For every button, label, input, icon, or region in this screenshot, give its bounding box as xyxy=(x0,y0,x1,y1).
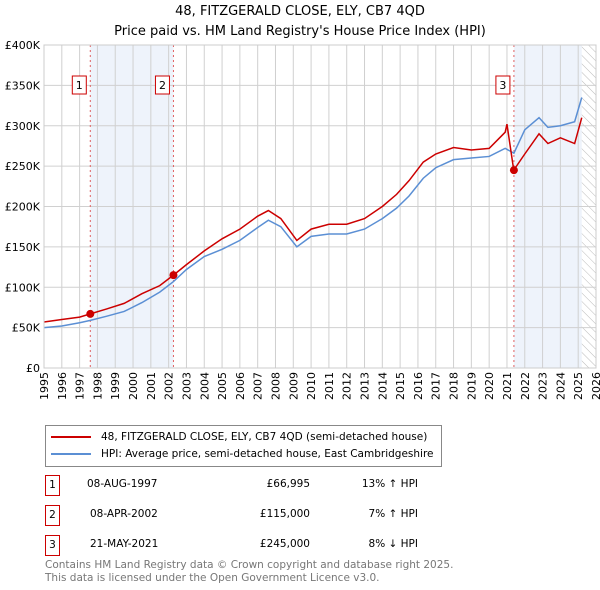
y-tick-label: £50K xyxy=(12,322,41,335)
x-tick-label: 2002 xyxy=(163,372,176,400)
sale-marker-label: 3 xyxy=(499,79,506,92)
x-tick-label: 2008 xyxy=(269,372,282,400)
x-tick-label: 1995 xyxy=(38,372,51,400)
y-tick-label: £200K xyxy=(5,201,41,214)
legend-label-property: 48, FITZGERALD CLOSE, ELY, CB7 4QD (semi… xyxy=(101,431,428,443)
sale-price: £115,000 xyxy=(259,508,310,520)
sale-row: 1 08-AUG-1997 £66,995 13% ↑ HPI xyxy=(45,475,418,496)
x-tick-label: 2020 xyxy=(483,372,496,400)
x-tick-label: 2005 xyxy=(216,372,229,400)
x-tick-label: 2010 xyxy=(305,372,318,400)
sale-date: 08-APR-2002 xyxy=(90,508,158,520)
x-tick-label: 2022 xyxy=(519,372,532,400)
sale-price: £245,000 xyxy=(259,538,310,550)
chart-subtitle: Price paid vs. HM Land Registry's House … xyxy=(114,24,486,39)
sale-hpi-diff: 8% ↓ HPI xyxy=(368,538,418,550)
x-tick-label: 2013 xyxy=(359,372,372,400)
x-tick-label: 2011 xyxy=(323,372,336,400)
sale-marker-badge: 1 xyxy=(45,475,60,496)
x-tick-label: 2003 xyxy=(180,372,193,400)
y-tick-label: £250K xyxy=(5,160,41,173)
x-tick-label: 2014 xyxy=(376,372,389,400)
x-tick-label: 2016 xyxy=(412,372,425,400)
x-tick-label: 1997 xyxy=(74,372,87,400)
sale-date: 08-AUG-1997 xyxy=(87,478,158,490)
plot-border xyxy=(43,44,597,369)
price-chart: 1995 1996 1997 1998 1999 2000 2001 2002 2003 2004… xyxy=(5,39,600,400)
sale-marker-box xyxy=(71,75,87,95)
sale-point xyxy=(169,271,178,280)
sale-marker-badge: 2 xyxy=(45,505,60,526)
sale-marker-label: 1 xyxy=(76,79,83,92)
y-tick-label: £350K xyxy=(5,79,41,92)
x-tick-label: 2023 xyxy=(537,372,550,400)
x-tick-label: 2026 xyxy=(590,372,600,400)
series-line xyxy=(43,117,583,323)
sale-marker-box xyxy=(154,75,170,95)
sale-marker-box xyxy=(495,75,511,95)
sale-row: 3 21-MAY-2021 £245,000 8% ↓ HPI xyxy=(45,535,418,556)
x-tick-label: 2015 xyxy=(394,372,407,400)
x-tick-label: 2004 xyxy=(198,372,211,400)
x-tick-label: 2012 xyxy=(341,372,354,400)
y-tick-label: £0 xyxy=(26,362,40,375)
legend-swatch-property xyxy=(51,436,91,438)
chart-title: 48, FITZGERALD CLOSE, ELY, CB7 4QD xyxy=(175,4,425,19)
sale-hpi-diff: 13% ↑ HPI xyxy=(361,478,418,490)
x-tick-label: 2021 xyxy=(501,372,514,400)
series-line xyxy=(43,97,583,329)
sale-marker-badge: 3 xyxy=(45,535,60,556)
sale-point xyxy=(86,309,95,318)
sale-price: £66,995 xyxy=(266,478,310,490)
x-tick-label: 2018 xyxy=(448,372,461,400)
footer-licence: This data is licensed under the Open Gov… xyxy=(45,572,380,584)
sale-date: 21-MAY-2021 xyxy=(90,538,159,550)
footer-copyright: Contains HM Land Registry data © Crown c… xyxy=(45,559,454,571)
sale-row: 2 08-APR-2002 £115,000 7% ↑ HPI xyxy=(45,505,418,526)
x-tick-label: 1996 xyxy=(56,372,69,400)
sale-marker-label: 2 xyxy=(159,79,166,92)
x-tick-label: 2024 xyxy=(554,372,567,400)
x-tick-label: 2006 xyxy=(234,372,247,400)
y-tick-label: £400K xyxy=(5,39,41,52)
x-tick-label: 1998 xyxy=(91,372,104,400)
x-tick-label: 2001 xyxy=(145,372,158,400)
sale-point xyxy=(509,166,518,175)
y-tick-label: £150K xyxy=(5,241,41,254)
y-tick-label: £100K xyxy=(5,281,41,294)
x-tick-label: 1999 xyxy=(109,372,122,400)
x-tick-label: 2009 xyxy=(287,372,300,400)
x-tick-label: 2000 xyxy=(127,372,140,400)
legend-label-hpi: HPI: Average price, semi-detached house,… xyxy=(101,448,434,460)
x-tick-label: 2025 xyxy=(572,372,585,400)
sale-hpi-diff: 7% ↑ HPI xyxy=(368,508,418,520)
x-tick-label: 2007 xyxy=(252,372,265,400)
legend: 48, FITZGERALD CLOSE, ELY, CB7 4QD (semi… xyxy=(45,425,442,467)
footer: Contains HM Land Registry data © Crown c… xyxy=(45,559,453,585)
x-tick-label: 2019 xyxy=(465,372,478,400)
y-tick-label: £300K xyxy=(5,120,41,133)
x-tick-label: 2017 xyxy=(430,372,443,400)
legend-swatch-hpi xyxy=(51,453,91,455)
